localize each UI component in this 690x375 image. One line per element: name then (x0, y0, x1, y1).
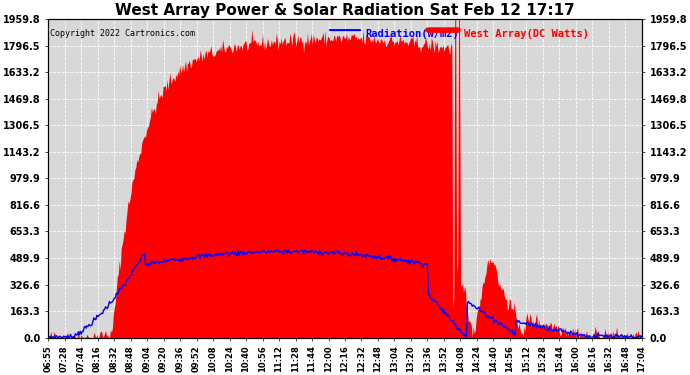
Title: West Array Power & Solar Radiation Sat Feb 12 17:17: West Array Power & Solar Radiation Sat F… (115, 3, 575, 18)
Text: Radiation(w/m2): Radiation(w/m2) (366, 28, 460, 39)
Text: West Array(DC Watts): West Array(DC Watts) (464, 28, 589, 39)
Text: Copyright 2022 Cartronics.com: Copyright 2022 Cartronics.com (50, 28, 195, 38)
